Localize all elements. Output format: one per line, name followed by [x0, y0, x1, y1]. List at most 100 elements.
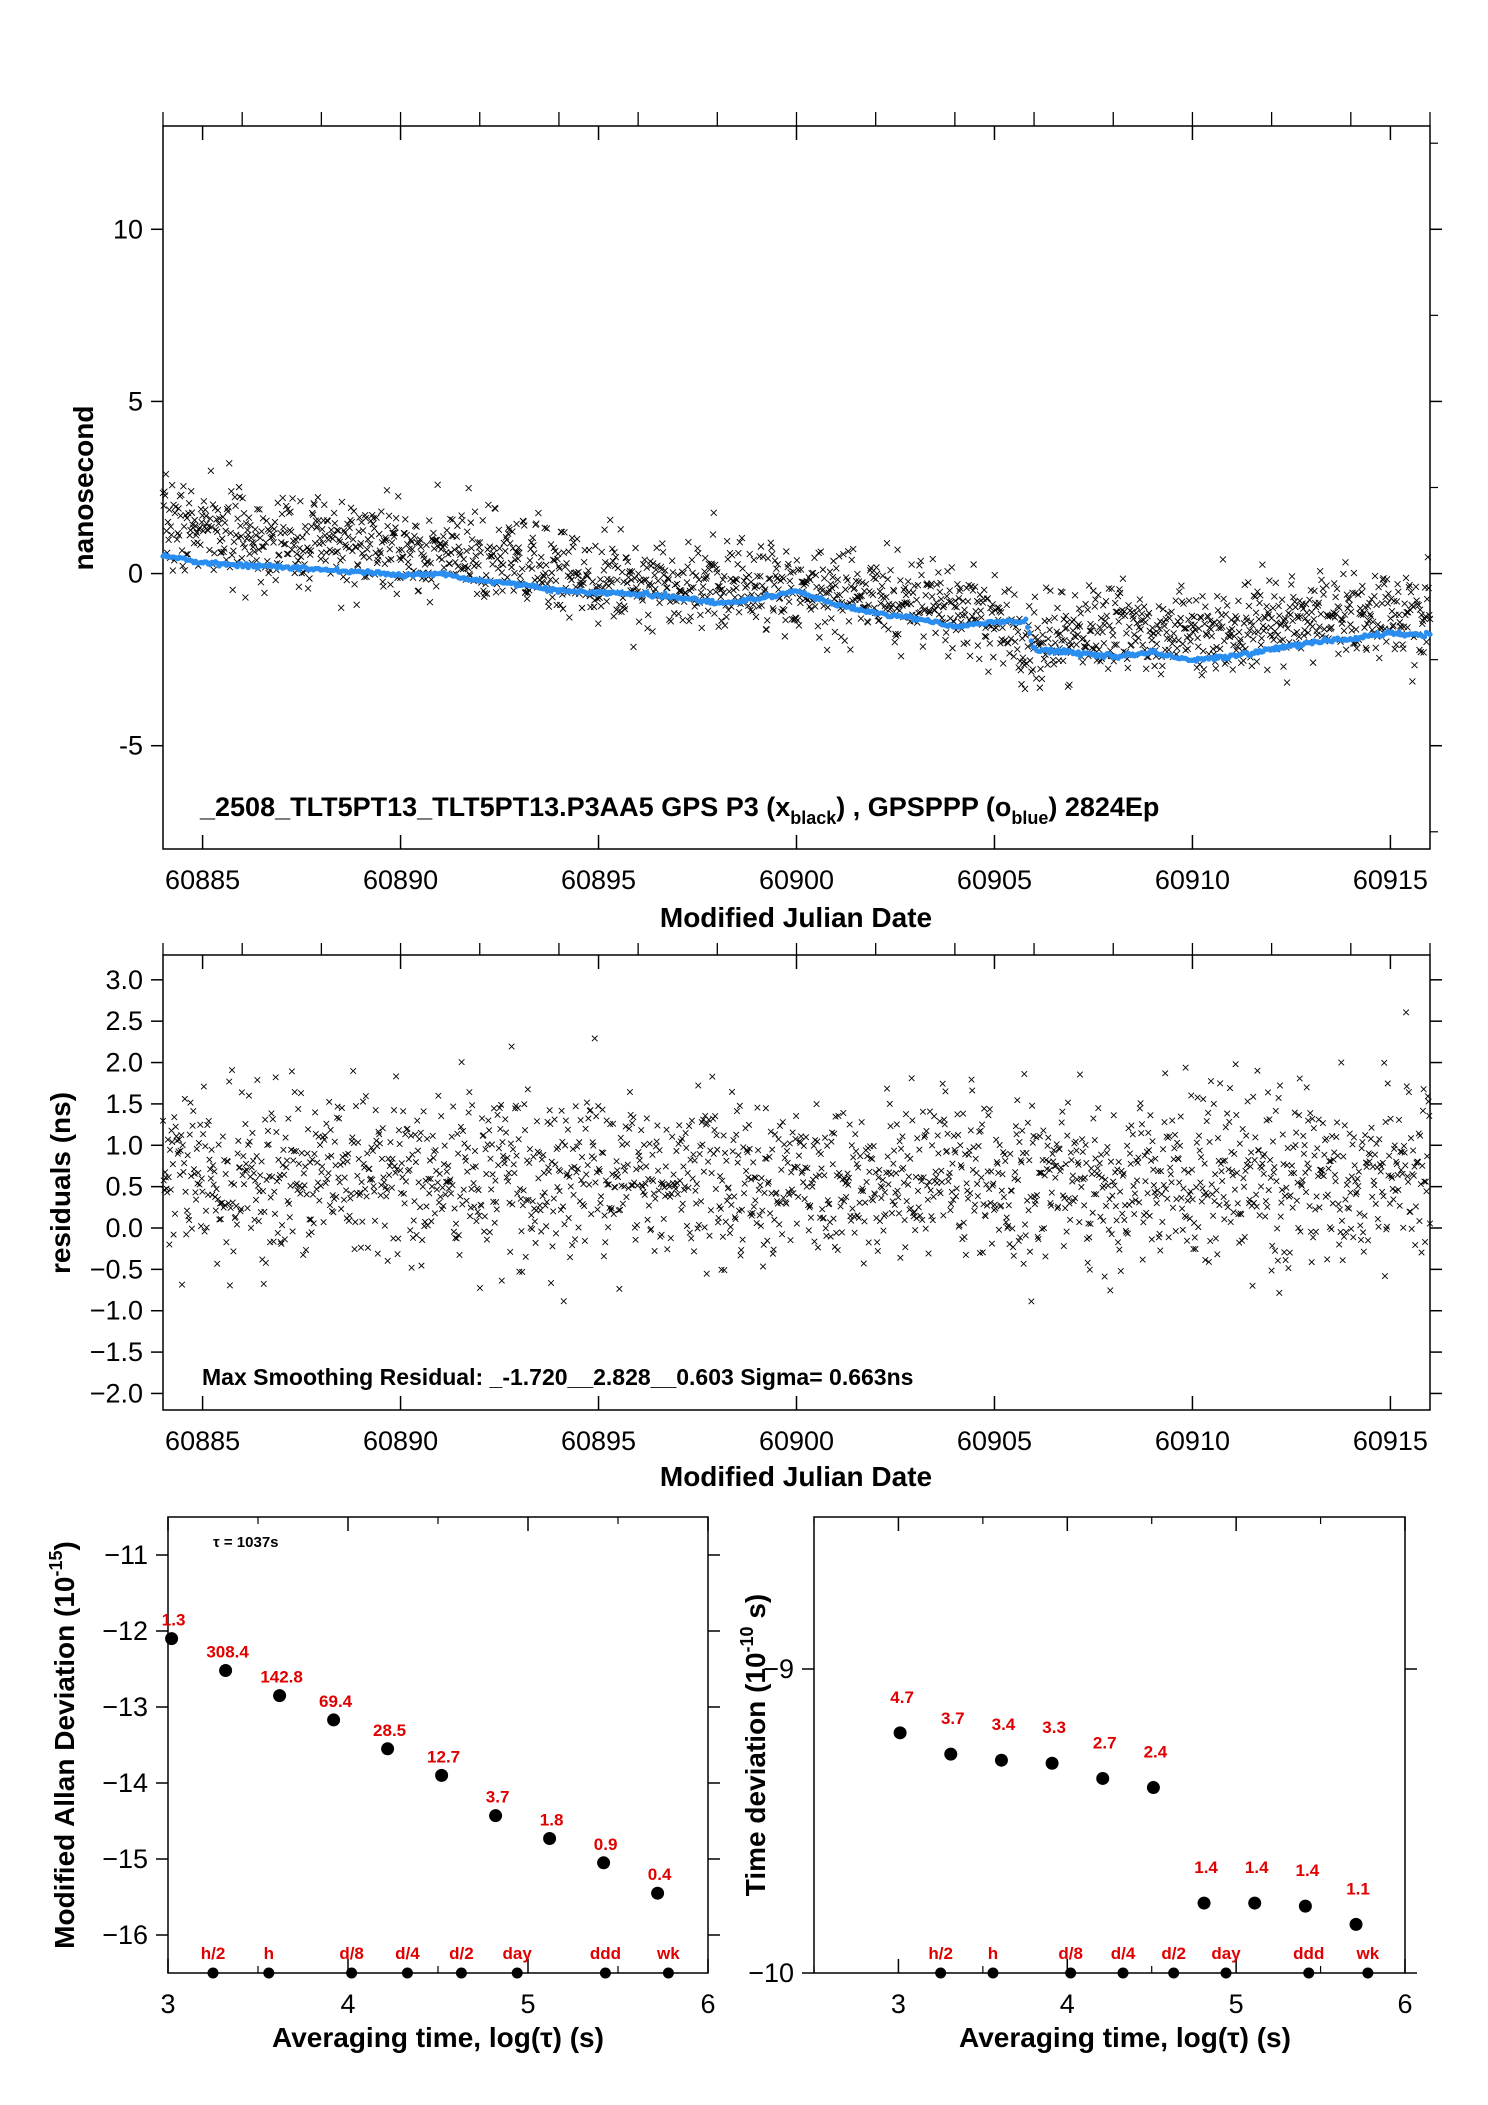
residual-point: [1070, 1198, 1077, 1205]
y-axis-label: Modified Allan Deviation (10-15): [46, 1541, 80, 1949]
residual-point: [359, 1218, 366, 1225]
gps-p3-point: [1254, 588, 1261, 595]
gps-p3-point: [287, 528, 295, 536]
residual-point: [507, 1248, 514, 1255]
residual-point: [287, 1182, 294, 1189]
gps-p3-point: [728, 551, 736, 559]
gps-p3-point: [1302, 615, 1309, 622]
gps-p3-point: [1240, 657, 1247, 665]
residual-point: [1381, 1272, 1389, 1280]
gps-p3-point: [1118, 606, 1126, 614]
residual-point: [624, 1140, 631, 1147]
residual-point: [1277, 1213, 1284, 1220]
residual-point: [213, 1185, 220, 1193]
y-tick-label: 0: [128, 559, 143, 589]
residual-point: [1240, 1183, 1248, 1190]
residual-point: [602, 1239, 609, 1246]
residual-point: [928, 1213, 935, 1220]
gps-p3-point: [345, 544, 353, 552]
gps-p3-point: [851, 584, 858, 592]
gps-p3-point: [862, 580, 870, 588]
gps-p3-point: [1079, 658, 1087, 666]
residual-point: [210, 1181, 217, 1188]
gps-p3-point: [975, 655, 983, 663]
gps-p3-point: [1227, 631, 1235, 638]
residual-point: [888, 1210, 896, 1217]
residual-point: [1196, 1147, 1203, 1154]
gps-p3-point: [774, 560, 782, 568]
y-tick-label: −1.5: [90, 1337, 143, 1367]
gps-p3-point: [1423, 638, 1430, 646]
residual-point: [230, 1248, 237, 1255]
gps-p3-point: [206, 546, 213, 554]
gps-p3-point: [613, 576, 621, 584]
gps-p3-point: [892, 630, 899, 638]
gps-p3-point: [1337, 616, 1345, 623]
residual-point: [1239, 1125, 1246, 1133]
residual-point: [649, 1151, 656, 1158]
residual-point: [1290, 1169, 1298, 1177]
residual-point: [355, 1155, 362, 1163]
residual-point: [1226, 1118, 1233, 1125]
gps-p3-point: [611, 562, 619, 570]
residual-point: [310, 1220, 317, 1227]
gps-p3-point: [1331, 614, 1339, 621]
gps-p3-point: [580, 579, 587, 587]
residual-point: [653, 1138, 660, 1145]
residual-point: [729, 1148, 736, 1155]
residual-point: [901, 1216, 908, 1224]
gps-p3-point: [1172, 597, 1180, 605]
interval-label: day: [1211, 1944, 1241, 1963]
residual-point: [857, 1153, 864, 1160]
gps-p3-point: [251, 526, 259, 533]
residual-point: [448, 1133, 455, 1140]
residual-point: [786, 1140, 793, 1147]
residual-point: [970, 1144, 977, 1151]
gps-p3-point: [372, 549, 380, 557]
gps-p3-point: [997, 639, 1004, 647]
residual-point: [1374, 1215, 1381, 1223]
residual-point: [502, 1129, 510, 1136]
gps-p3-point: [479, 517, 487, 524]
gps-p3-point: [651, 572, 658, 579]
residual-point: [936, 1118, 943, 1125]
gps-p3-point: [1246, 626, 1254, 634]
residual-point: [1302, 1188, 1310, 1196]
residual-point: [1081, 1202, 1088, 1209]
residual-point: [364, 1244, 372, 1251]
residual-point: [1238, 1237, 1246, 1244]
gps-p3-point: [187, 487, 195, 495]
gps-p3-point: [814, 622, 822, 630]
residual-point: [660, 1215, 667, 1223]
gps-p3-point: [608, 579, 615, 586]
gps-p3-point: [1199, 592, 1206, 600]
residual-point: [683, 1222, 691, 1230]
gps-p3-point: [1119, 575, 1127, 582]
gps-p3-point: [1038, 675, 1046, 683]
residual-point: [1324, 1256, 1331, 1263]
residual-point: [692, 1187, 699, 1194]
gps-p3-point: [549, 593, 556, 601]
gps-p3-point: [990, 653, 997, 661]
residual-point: [217, 1216, 224, 1223]
gps-p3-point: [1180, 600, 1187, 607]
residual-point: [262, 1259, 269, 1267]
data-point: [1248, 1896, 1262, 1910]
residual-point: [668, 1190, 675, 1198]
residual-point: [1324, 1191, 1331, 1198]
gps-p3-point: [1418, 611, 1425, 619]
residual-point: [864, 1153, 871, 1160]
residual-point: [242, 1160, 250, 1167]
residual-point: [376, 1131, 383, 1138]
residual-point: [304, 1126, 312, 1133]
gps-p3-point: [1130, 631, 1138, 639]
gps-p3-point: [1092, 642, 1100, 650]
residual-point: [1177, 1113, 1184, 1120]
gps-p3-point: [1390, 621, 1397, 629]
residual-point: [767, 1128, 774, 1135]
gps-p3-point: [413, 523, 420, 530]
gps-p3-point: [343, 576, 351, 584]
gps-p3-point: [934, 602, 942, 610]
residual-point: [814, 1244, 822, 1251]
residual-point: [281, 1171, 288, 1178]
